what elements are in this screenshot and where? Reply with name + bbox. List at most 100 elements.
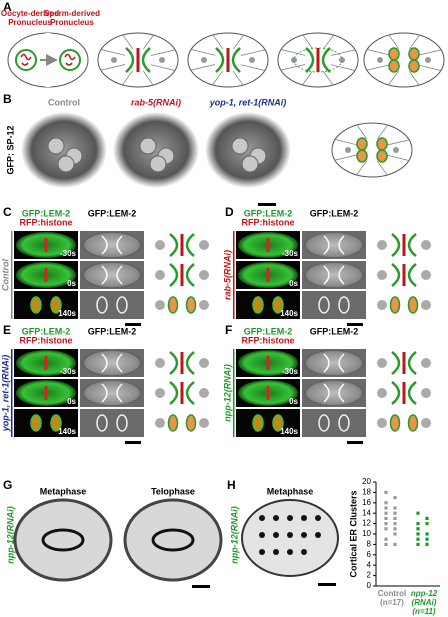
centrosome [421,388,431,398]
er-line [416,64,441,71]
centrosome [199,240,209,250]
side-label: npp-12(RNAi) [5,506,15,564]
nucleus [407,414,419,432]
er-line [122,34,134,50]
er-line [356,160,367,176]
channel: GFP:LEM-2 [22,326,71,336]
scale-bar [347,441,363,444]
micrograph [113,112,199,188]
er-line [330,49,356,56]
centrosome [159,57,165,63]
side-label: Control [0,259,10,291]
point [384,527,388,531]
point [425,532,429,536]
nucleus-grey [338,296,350,314]
er-cluster [315,532,321,538]
time-stamp: 0s [289,279,298,288]
nucleus-grey [338,414,350,432]
er-cluster [287,532,293,538]
annotation: Pronucleus [50,18,94,27]
er-cluster [287,515,293,521]
envelope-grey [323,383,345,403]
centrosome [345,147,351,153]
condition-bar [11,349,13,437]
envelope [169,351,195,375]
stage: Telophase [151,486,195,496]
centrosome [421,418,431,428]
centrosome [377,270,387,280]
er-line [191,49,216,56]
point [425,537,429,541]
side-label: rab-5(RNAi) [222,250,232,300]
channel: GFP:LEM-2 [244,208,293,218]
nucleus [167,414,179,432]
er-line [384,154,409,161]
chromosomes [136,48,140,72]
panel-label: D [225,205,234,219]
y-tick-label: 0 [367,581,372,590]
scale-bar [347,323,363,326]
micrograph-color [236,291,300,319]
embryo-diagram [363,32,445,88]
centrosome [249,57,255,63]
y-tick-label: 8 [367,540,372,549]
time-stamp: -30s [282,249,299,258]
time-stamp: 140s [280,427,298,436]
er-cluster [273,549,279,555]
condition-bar [11,231,13,319]
scale-bar [192,585,210,588]
point [384,516,388,520]
condition-bar [233,349,235,437]
pronucleus [15,49,37,71]
er-cluster [259,549,265,555]
time-stamp: 0s [67,397,76,406]
channel: RFP:histone [242,217,295,227]
annotation: Pronucleus [8,18,52,27]
er-signal-grey [304,350,364,376]
scale-bar [318,583,336,586]
histone [266,268,270,282]
point [393,522,397,526]
er-line [416,49,442,56]
chromatin [64,53,76,66]
point [393,516,397,520]
nucleus [376,149,388,163]
condition: Control [48,97,80,107]
time-stamp: 0s [67,279,76,288]
envelope-grey [101,235,123,255]
er-line [240,49,266,56]
side-label: npp-12(RNAi) [222,364,232,422]
chromosomes [180,234,184,256]
scale-bar [125,441,141,444]
chromosomes [402,264,406,286]
er-line [100,64,126,71]
chromosomes [180,264,184,286]
panel-label: B [3,92,12,106]
centrosome [377,57,383,63]
histone [44,268,48,282]
centrosome [377,388,387,398]
point [393,511,397,515]
er-line [330,64,355,71]
er-line [366,64,392,71]
centrosome [201,57,207,63]
point [416,522,420,526]
channel: GFP:LEM-2 [22,208,71,218]
x-tick-label: (n=11) [412,607,436,616]
micrograph-color [14,409,78,437]
envelope-grey [101,353,123,373]
x-tick-label: (RNAi) [412,598,437,607]
er-line [409,34,420,50]
centrosome [377,300,387,310]
er-line [280,64,306,71]
y-tick-label: 16 [362,498,371,507]
micrograph-color [14,291,78,319]
micrograph [205,112,291,188]
nucleus [185,414,197,432]
nucleus [376,137,388,151]
centrosome [421,270,431,280]
er-line [377,124,388,140]
envelope-grey [323,265,345,285]
envelope [391,233,417,257]
er-cluster [301,549,307,555]
